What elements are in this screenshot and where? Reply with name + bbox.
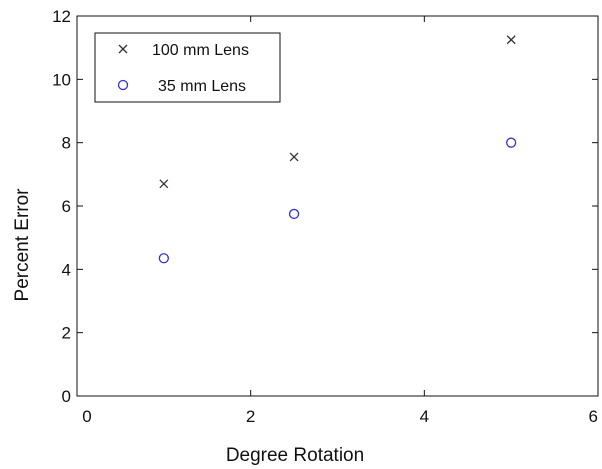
y-tick-label: 0 xyxy=(62,387,71,406)
y-tick-label: 4 xyxy=(62,260,71,279)
y-axis-title: Percent Error xyxy=(12,188,33,302)
x-tick-label: 4 xyxy=(420,407,429,426)
data-point-x-marker xyxy=(289,152,299,162)
legend-x-marker-icon xyxy=(118,44,128,54)
x-axis-ticks: 0 2 4 6 xyxy=(76,16,599,426)
y-axis-ticks: 0 2 4 6 8 10 12 xyxy=(52,7,598,406)
legend-box xyxy=(94,32,281,103)
y-tick-label: 6 xyxy=(62,197,71,216)
x-axis-title: Degree Rotation xyxy=(226,445,364,466)
y-tick-label: 8 xyxy=(62,134,71,153)
y-tick-label: 10 xyxy=(52,70,71,89)
x-tick-label: 2 xyxy=(246,407,255,426)
data-point-circle-marker xyxy=(506,137,517,148)
data-points xyxy=(158,35,517,264)
data-point-x-marker xyxy=(506,35,516,45)
legend-label: 35 mm Lens xyxy=(158,78,246,95)
data-point-x-marker xyxy=(159,179,169,189)
legend-label: 100 mm Lens xyxy=(152,42,249,59)
y-tick-label: 2 xyxy=(62,324,71,343)
y-tick-label: 12 xyxy=(52,7,71,26)
data-point-circle-marker xyxy=(288,208,300,220)
legend: 100 mm Lens 35 mm Lens xyxy=(94,32,281,103)
x-tick-label: 0 xyxy=(82,407,91,426)
x-tick-label: 6 xyxy=(589,407,598,426)
data-point-circle-marker xyxy=(158,253,169,264)
legend-circle-marker-icon xyxy=(117,79,129,91)
